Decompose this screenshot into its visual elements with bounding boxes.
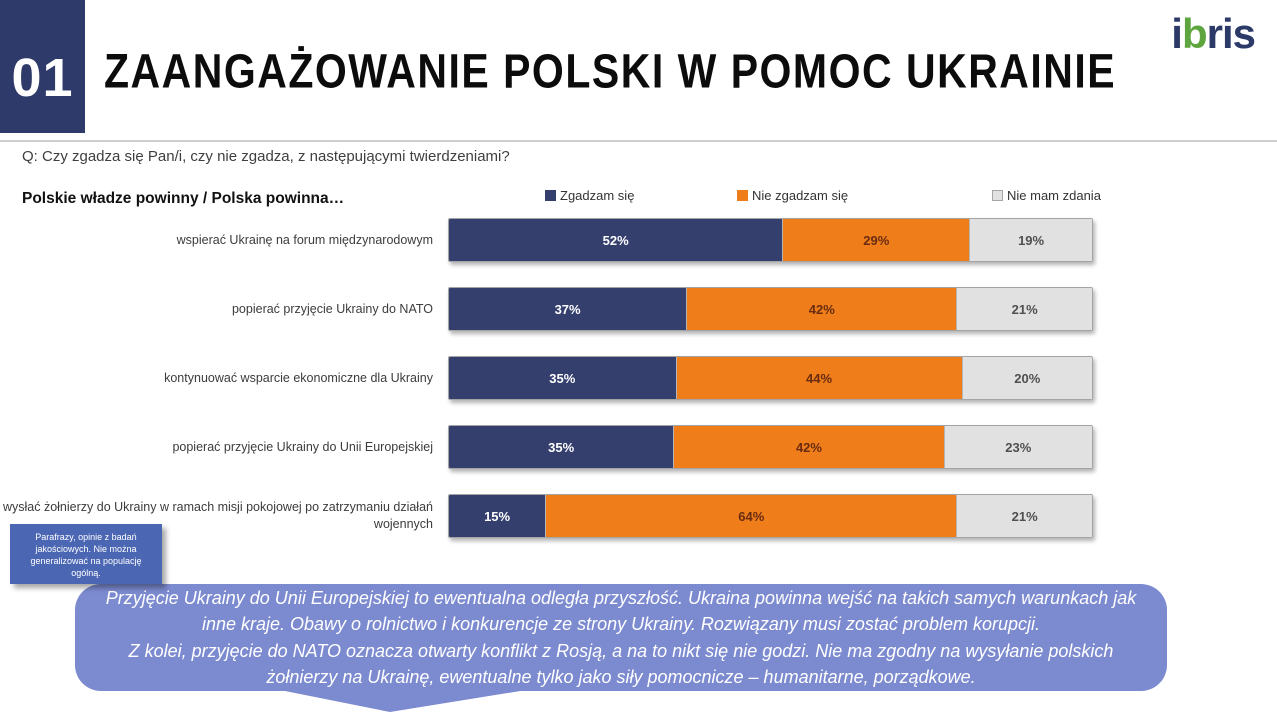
legend-swatch [992,190,1003,201]
legend-item: Zgadzam się [545,188,634,203]
stacked-bar: 15% 64% 21% [448,494,1093,538]
bar-segment-agree: 35% [449,357,676,399]
quote-paragraph-1: Przyjęcie Ukrainy do Unii Europejskiej t… [105,588,1137,635]
legend-swatch [545,190,556,201]
bar-segment-disagree: 44% [675,357,962,399]
bar-segment-no-opinion: 19% [969,219,1092,261]
page-title: ZAANGAŻOWANIE POLSKI W POMOC UKRAINIE [104,44,1117,99]
chart-row: popierać przyjęcie Ukrainy do NATO 37% 42%… [0,287,1120,331]
chart-row: kontynuować wsparcie ekonomiczne dla Ukr… [0,356,1120,400]
legend-label: Nie zgadzam się [752,188,849,203]
bar-segment-no-opinion: 23% [943,426,1092,468]
row-label: popierać przyjęcie Ukrainy do NATO [231,301,433,316]
chart-legend: Zgadzam się Nie zgadzam się Nie mam zdania [0,188,1277,206]
bar-segment-disagree: 64% [545,495,957,537]
bar-segment-no-opinion: 21% [956,288,1092,330]
chart-intro-label: Polskie władze powinny / Polska powinna… [22,190,345,207]
bar-segment-disagree: 29% [782,219,970,261]
stacked-bar: 35% 42% 23% [448,425,1093,469]
legend-item: Nie mam zdania [992,188,1101,203]
quote-bubble-tail [265,687,545,712]
row-label: wspierać Ukrainę na forum międzynarodowy… [176,232,433,247]
bar-segment-agree: 15% [449,495,546,537]
legend-swatch [737,190,748,201]
header-divider [0,140,1277,142]
ibris-logo: ibris [1171,10,1256,58]
logo-letter-i: i [1171,10,1183,57]
section-number: 01 [11,47,74,108]
bar-segment-disagree: 42% [686,288,957,330]
bar-segment-agree: 52% [449,219,783,261]
logo-letter-b: b [1181,10,1208,57]
legend-label: Zgadzam się [560,188,635,203]
quote-paragraph-2: Z kolei, przyjęcie do NATO oznacza otwar… [128,640,1114,687]
survey-question: Q: Czy zgadza się Pan/i, czy nie zgadza,… [22,148,510,165]
quote-bubble: Przyjęcie Ukrainy do Unii Europejskiej t… [75,584,1167,691]
stacked-bar-chart: wspierać Ukrainę na forum międzynarodowy… [0,218,1120,563]
logo-letters-ris: ris [1206,10,1256,57]
stacked-bar: 37% 42% 21% [448,287,1093,331]
row-label: popierać przyjęcie Ukrainy do Unii Europ… [172,439,433,454]
chart-row: wspierać Ukrainę na forum międzynarodowy… [0,218,1120,262]
bar-segment-agree: 35% [449,426,674,468]
section-number-block: 01 [0,0,85,133]
chart-row: popierać przyjęcie Ukrainy do Unii Europ… [0,425,1120,469]
methodology-note: Parafrazy, opinie z badań jakościowych. … [10,524,162,584]
bar-segment-no-opinion: 20% [961,357,1092,399]
stacked-bar: 35% 44% 20% [448,356,1093,400]
row-label: wysłać żołnierzy do Ukrainy w ramach mis… [2,500,433,531]
stacked-bar: 52% 29% 19% [448,218,1093,262]
bar-segment-agree: 37% [449,288,687,330]
legend-item: Nie zgadzam się [737,188,848,203]
row-label: kontynuować wsparcie ekonomiczne dla Ukr… [164,370,433,385]
bar-segment-no-opinion: 21% [956,495,1092,537]
bar-segment-disagree: 42% [673,426,944,468]
legend-label: Nie mam zdania [1007,188,1101,203]
chart-row: wysłać żołnierzy do Ukrainy w ramach mis… [0,494,1120,538]
